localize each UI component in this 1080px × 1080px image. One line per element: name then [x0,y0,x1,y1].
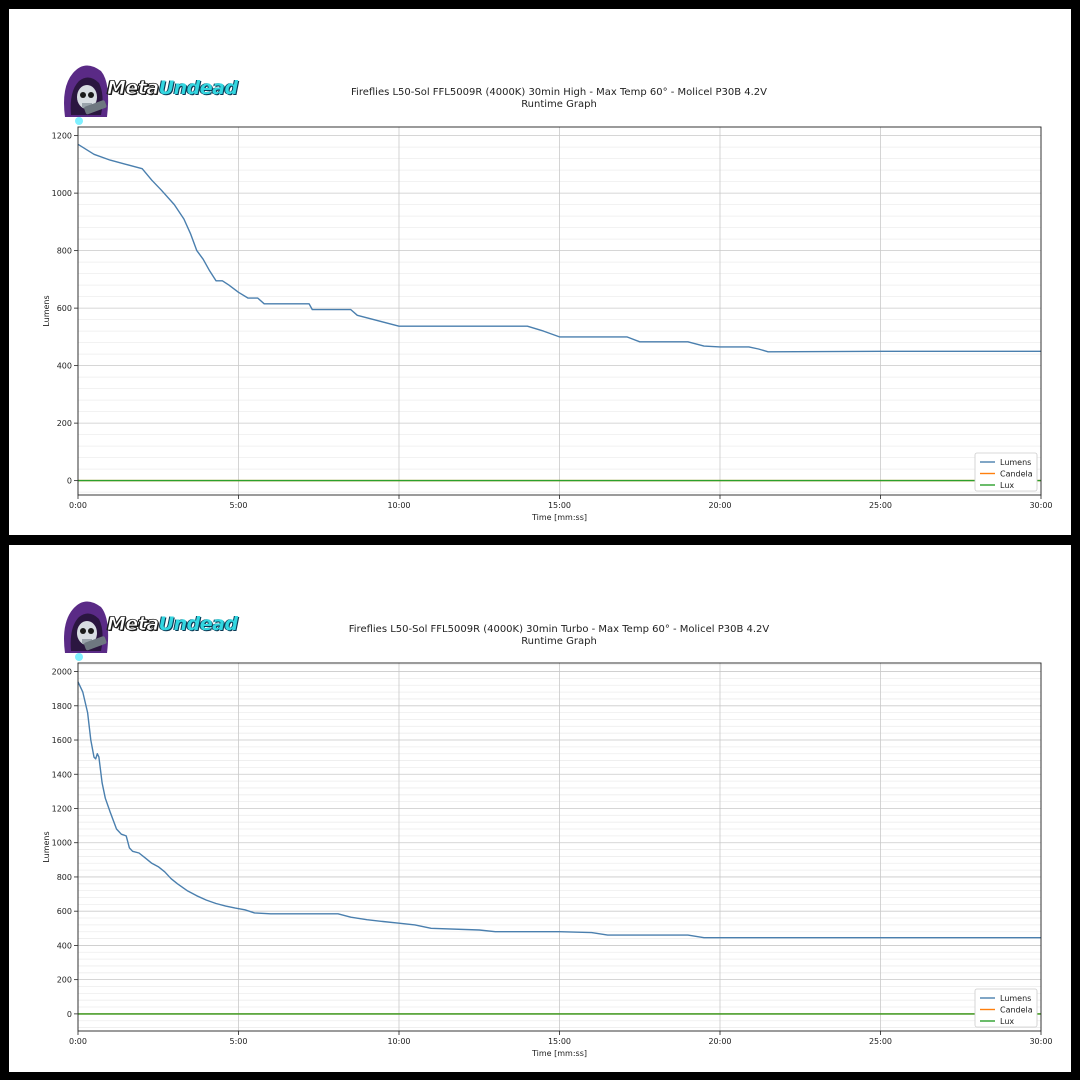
x-tick-label: 20:00 [708,501,731,510]
legend-label-candela: Candela [1000,470,1033,479]
x-axis-title: Time [mm:ss] [531,1049,587,1058]
x-tick-label: 25:00 [869,501,892,510]
legend-label-lux: Lux [1000,481,1014,490]
meta-undead-logo: MetaUndead [57,593,238,665]
x-tick-label: 15:00 [548,1037,571,1046]
x-tick-label: 10:00 [387,501,410,510]
legend-label-lumens: Lumens [1000,994,1031,1003]
x-axis-title: Time [mm:ss] [531,513,587,522]
y-tick-label: 200 [57,976,72,985]
legend-label-lux: Lux [1000,1017,1014,1026]
logo-wordmark: MetaUndead [107,77,238,100]
chart-subtitle: Runtime Graph [521,636,597,647]
chart-title: Fireflies L50-Sol FFL5009R (4000K) 30min… [349,624,770,635]
y-tick-label: 400 [57,941,72,950]
y-tick-label: 0 [67,477,72,486]
y-tick-label: 1600 [52,736,72,745]
x-tick-label: 5:00 [230,501,248,510]
y-tick-label: 1000 [52,839,72,848]
y-tick-label: 800 [57,873,72,882]
chart-subtitle: Runtime Graph [521,99,597,110]
x-tick-label: 20:00 [708,1037,731,1046]
y-tick-label: 2000 [52,668,72,677]
x-tick-label: 0:00 [69,501,87,510]
y-axis-title: Lumens [42,831,51,862]
y-tick-label: 400 [57,362,72,371]
meta-undead-logo: MetaUndead [57,57,238,129]
x-tick-label: 0:00 [69,1037,87,1046]
hooded-skull-icon [64,601,109,661]
plot-frame [77,662,1042,1032]
y-tick-label: 1200 [52,804,72,813]
y-tick-label: 1000 [52,189,72,198]
series-line-lumens [77,681,1041,939]
y-tick-label: 600 [57,304,72,313]
y-tick-label: 1400 [52,770,72,779]
x-tick-label: 25:00 [869,1037,892,1046]
chart-panel-turbo: MetaUndead Fireflies L50-Sol FFL5009R (4… [9,545,1071,1072]
logo-wordmark: MetaUndead [107,613,238,636]
series-line-lumens [77,143,1041,353]
y-tick-label: 1800 [52,702,72,711]
plot-frame [77,126,1042,496]
x-tick-label: 30:00 [1029,501,1052,510]
legend-label-candela: Candela [1000,1006,1033,1015]
y-axis-title: Lumens [42,295,51,326]
y-tick-label: 0 [67,1010,72,1019]
x-tick-label: 30:00 [1029,1037,1052,1046]
x-tick-label: 15:00 [548,501,571,510]
x-tick-label: 5:00 [230,1037,248,1046]
runtime-chart-high: Fireflies L50-Sol FFL5009R (4000K) 30min… [42,87,1053,522]
legend-label-lumens: Lumens [1000,458,1031,467]
x-tick-label: 10:00 [387,1037,410,1046]
y-tick-label: 600 [57,907,72,916]
chart-panel-high: MetaUndead Fireflies L50-Sol FFL5009R (4… [9,9,1071,535]
y-tick-label: 800 [57,247,72,256]
y-tick-label: 200 [57,419,72,428]
chart-title: Fireflies L50-Sol FFL5009R (4000K) 30min… [351,87,767,98]
runtime-chart-turbo: Fireflies L50-Sol FFL5009R (4000K) 30min… [42,624,1053,1058]
hooded-skull-icon [64,65,109,125]
y-tick-label: 1200 [52,132,72,141]
